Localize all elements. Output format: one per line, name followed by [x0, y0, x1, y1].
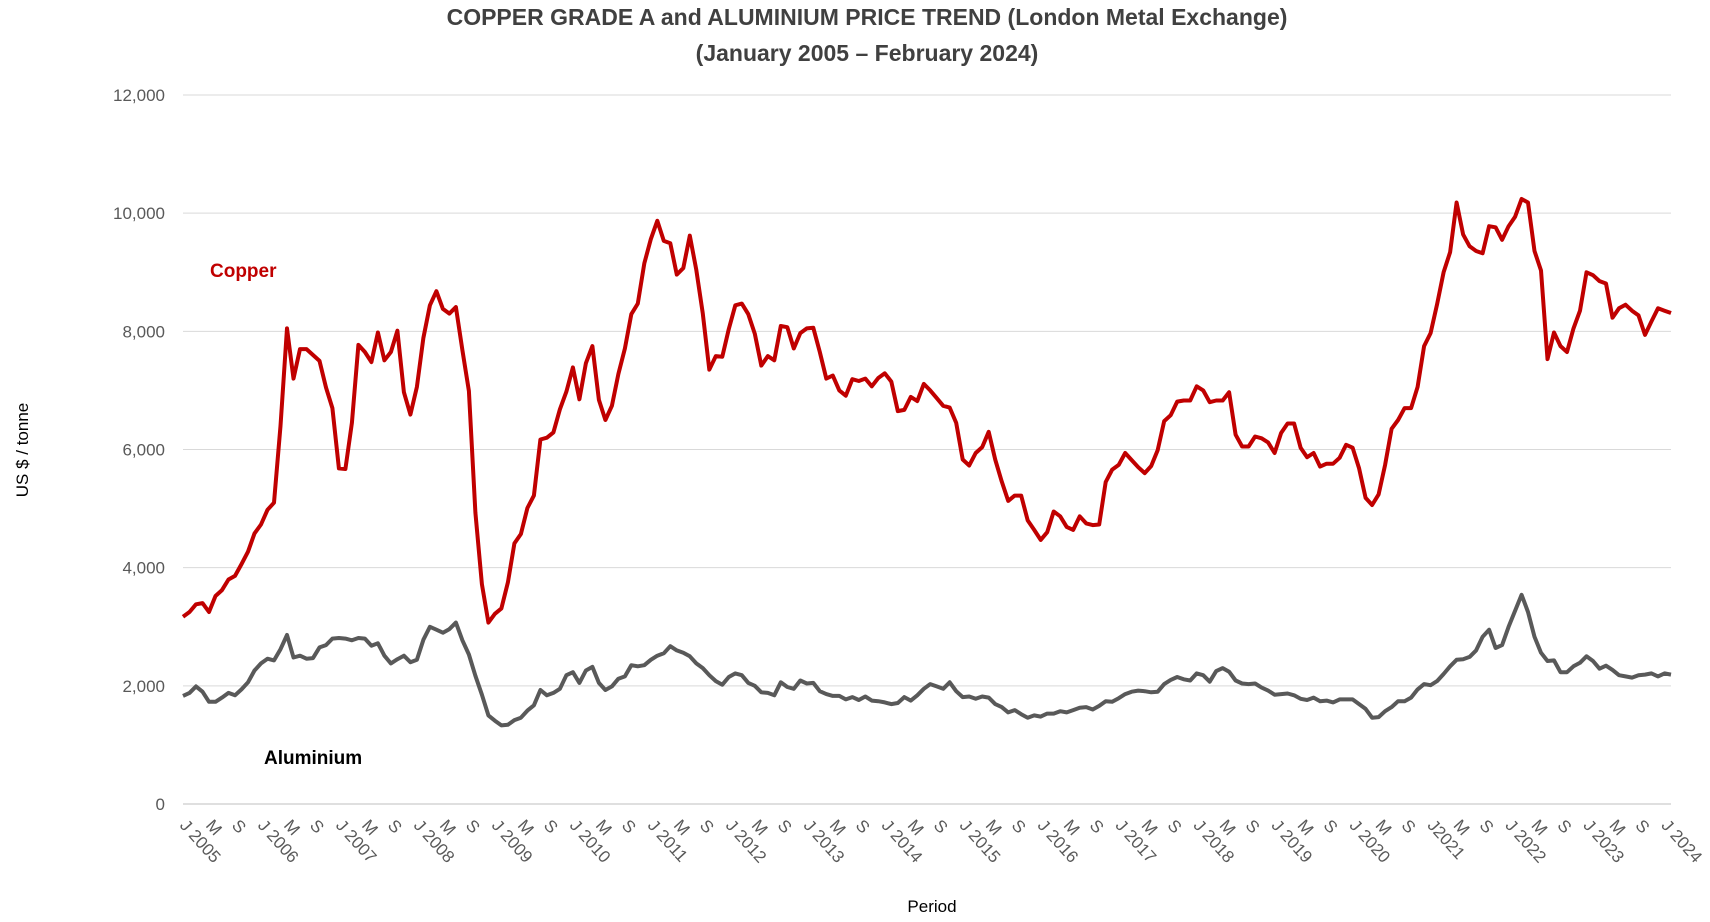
line-series: [182, 592, 1672, 728]
x-tick-label: S: [1476, 816, 1498, 837]
y-tick-label: 4,000: [122, 559, 165, 578]
y-axis-label: US $ / tonne: [13, 403, 32, 498]
x-tick-label: S: [228, 816, 250, 837]
legend-label: Copper: [210, 261, 277, 282]
x-tick-label: S: [1320, 816, 1342, 837]
y-tick-label: 12,000: [113, 86, 165, 105]
legend-label: Aluminium: [264, 748, 362, 769]
x-axis-label: Period: [907, 897, 956, 916]
x-tick-label: S: [1008, 816, 1030, 837]
chart-subtitle: (January 2005 – February 2024): [696, 40, 1039, 66]
x-tick-label: S: [1632, 816, 1654, 837]
x-tick-label: S: [540, 816, 562, 837]
y-tick-label: 6,000: [122, 441, 165, 460]
x-tick-label: J 2024: [1658, 816, 1706, 867]
y-tick-label: 2,000: [122, 677, 165, 696]
x-tick-label: S: [930, 816, 952, 837]
line-series: [181, 197, 1672, 625]
x-tick-label: S: [696, 816, 718, 837]
y-tick-label: 10,000: [113, 204, 165, 223]
y-tick-label: 8,000: [122, 322, 165, 341]
x-tick-label: S: [1554, 816, 1576, 837]
x-tick-label: S: [774, 816, 796, 837]
x-tick-label: S: [1242, 816, 1264, 837]
x-tick-label: S: [384, 816, 406, 837]
x-tick-label: S: [1086, 816, 1108, 837]
x-tick-label: S: [852, 816, 874, 837]
x-tick-label: S: [618, 816, 640, 837]
x-tick-label: S: [306, 816, 328, 837]
x-tick-label: S: [1398, 816, 1420, 837]
x-tick-label: S: [1164, 816, 1186, 837]
x-tick-label: S: [462, 816, 484, 837]
chart-title: COPPER GRADE A and ALUMINIUM PRICE TREND…: [447, 4, 1288, 30]
y-tick-label: 0: [156, 795, 165, 814]
